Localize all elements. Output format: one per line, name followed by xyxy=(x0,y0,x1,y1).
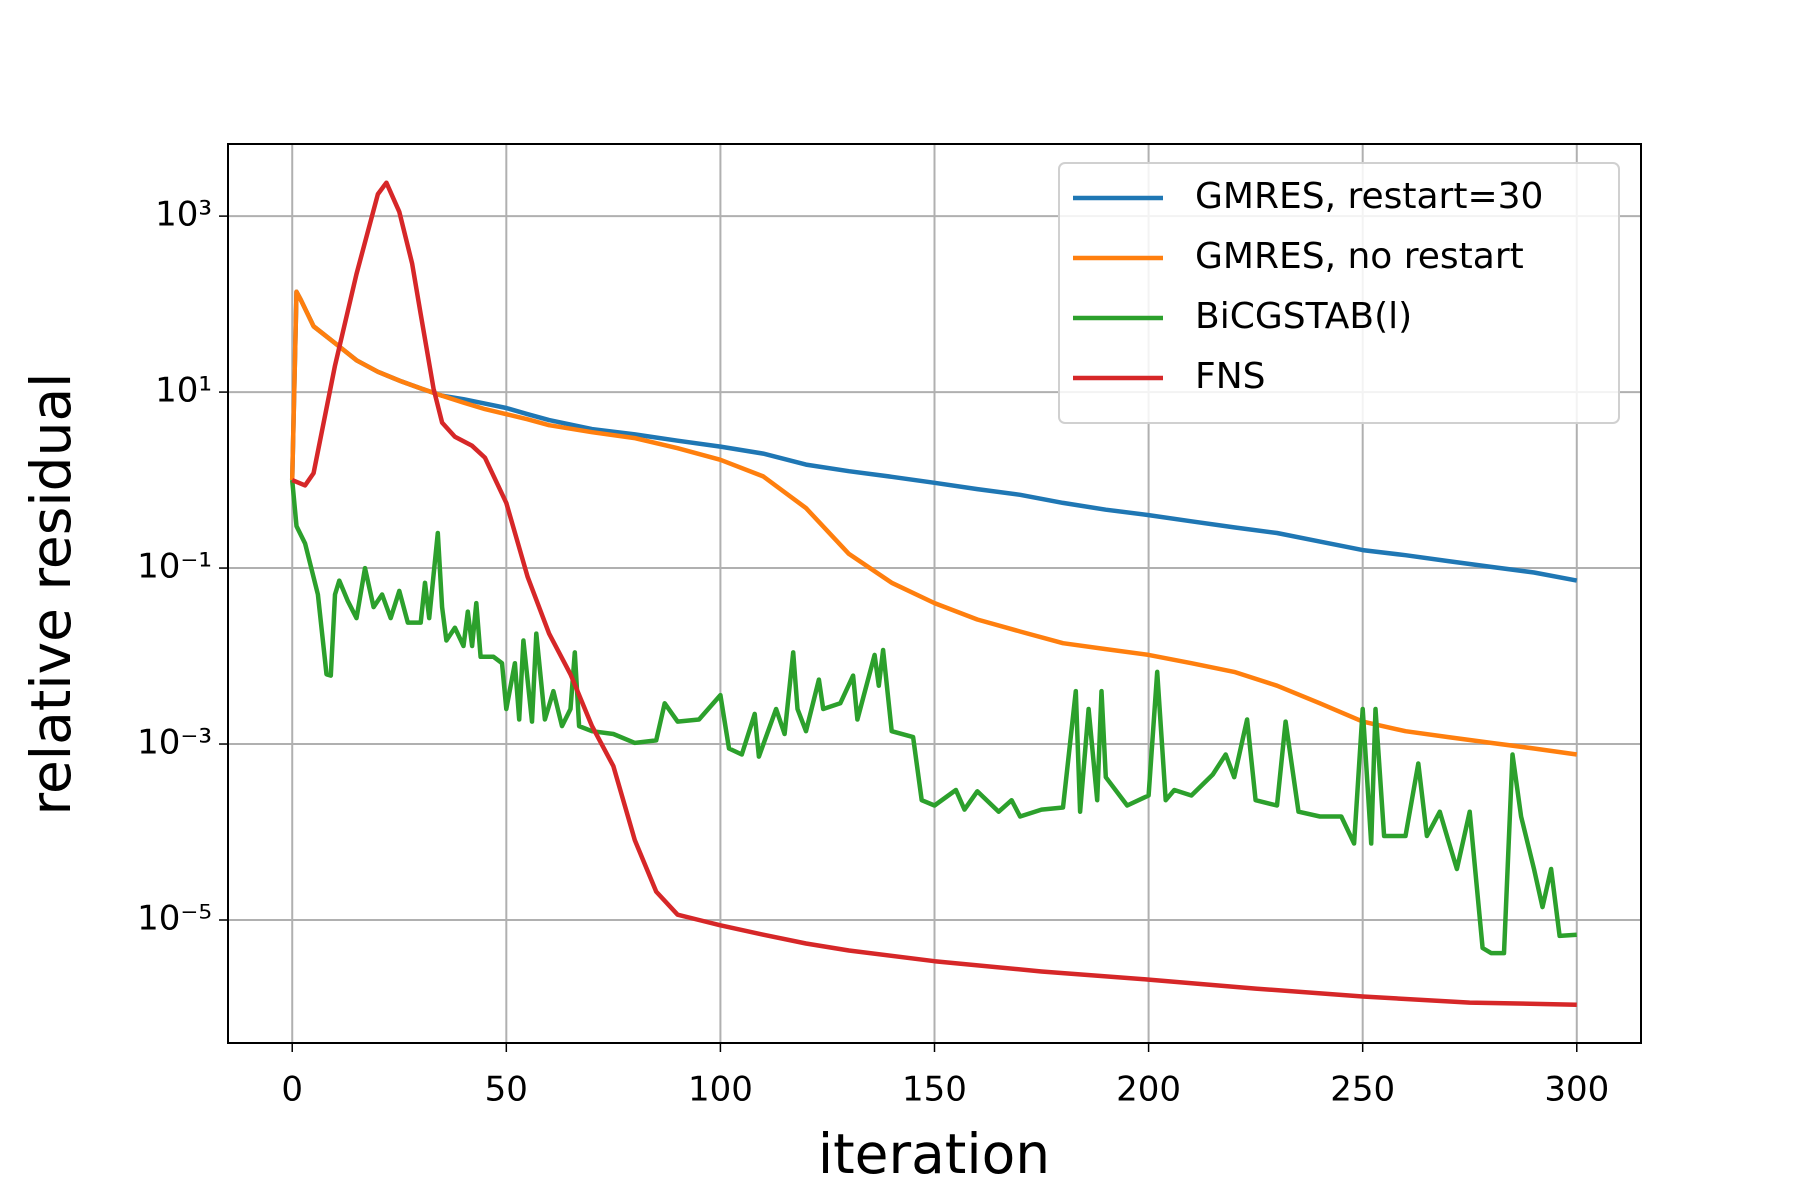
legend-label: GMRES, no restart xyxy=(1195,236,1524,277)
plot-frame xyxy=(227,143,1642,1044)
x-tick-label: 250 xyxy=(1330,1070,1395,1110)
legend-label: FNS xyxy=(1195,356,1266,397)
legend-label: GMRES, restart=30 xyxy=(1195,176,1543,217)
x-tick-label: 50 xyxy=(485,1070,528,1110)
y-tick-label: 10¹ xyxy=(155,371,212,411)
x-tick-label: 300 xyxy=(1544,1070,1609,1110)
y-tick-label: 10⁻⁵ xyxy=(137,899,212,939)
x-tick-label: 200 xyxy=(1116,1070,1181,1110)
y-tick-label: 10⁻³ xyxy=(137,723,212,763)
series-line xyxy=(289,289,1578,757)
series-line xyxy=(289,479,1577,956)
x-tick-label: 0 xyxy=(281,1070,303,1110)
x-tick-label: 100 xyxy=(688,1070,753,1110)
y-tick-label: 10³ xyxy=(155,195,212,235)
series-line xyxy=(291,180,1577,1007)
y-tick-label: 10⁻¹ xyxy=(137,547,212,587)
x-tick-label: 150 xyxy=(902,1070,967,1110)
x-axis-label: iteration xyxy=(818,1122,1050,1186)
legend-box xyxy=(1058,162,1620,424)
y-axis-label: relative residual xyxy=(19,373,83,816)
legend-label: BiCGSTAB(l) xyxy=(1195,296,1412,337)
